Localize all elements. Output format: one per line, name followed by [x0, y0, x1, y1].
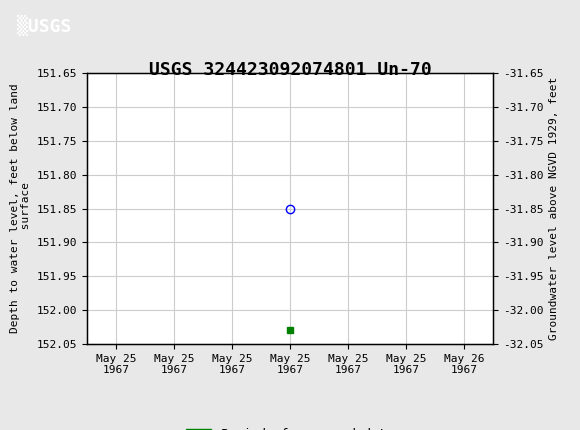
- Legend: Period of approved data: Period of approved data: [181, 423, 399, 430]
- Y-axis label: Depth to water level, feet below land
 surface: Depth to water level, feet below land su…: [10, 84, 31, 333]
- Text: ▒USGS: ▒USGS: [17, 15, 72, 37]
- Y-axis label: Groundwater level above NGVD 1929, feet: Groundwater level above NGVD 1929, feet: [549, 77, 559, 340]
- Text: USGS 324423092074801 Un-70: USGS 324423092074801 Un-70: [148, 61, 432, 79]
